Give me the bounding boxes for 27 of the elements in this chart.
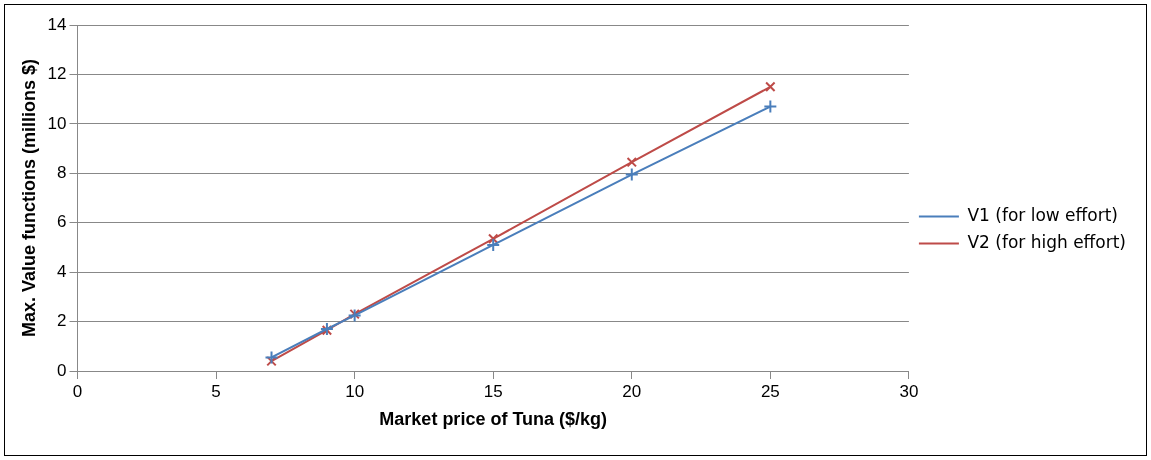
x-tick-label: 15 [483, 381, 503, 401]
point [765, 81, 776, 93]
x-tick-label: 20 [622, 381, 642, 401]
point [266, 355, 277, 367]
y-tick-label: 12 [47, 64, 67, 84]
x-tick-label: 30 [899, 381, 919, 401]
y-tick-label: 0 [57, 360, 67, 380]
x-tick-label: 0 [72, 381, 83, 401]
x-axis-title: Market price of Tuna ($/kg) [379, 409, 608, 430]
point [763, 99, 778, 114]
legend-label: V1 (for low effort) [967, 204, 1118, 225]
point [626, 156, 638, 168]
point [487, 233, 499, 245]
y-tick-label: 2 [57, 311, 67, 331]
y-tick-label: 14 [47, 14, 67, 34]
x-tick-label: 5 [211, 381, 221, 401]
y-tick-label: 8 [57, 162, 67, 182]
legend-label: V2 (for high effort) [967, 231, 1127, 252]
point [264, 350, 279, 365]
y-tick-label: 4 [57, 261, 67, 281]
point [486, 237, 501, 252]
x-tick-label: 10 [345, 381, 365, 401]
y-tick-label: 6 [57, 212, 67, 232]
point [624, 167, 639, 182]
y-tick-label: 10 [47, 113, 67, 133]
x-tick-label: 25 [760, 381, 780, 401]
y-axis-title: Max. Value functions (millions $) [18, 58, 39, 338]
